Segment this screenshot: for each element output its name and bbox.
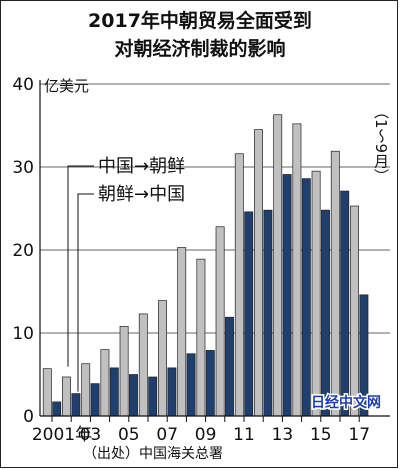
y-tick-20: 20 [12, 241, 34, 261]
y-tick-0: 0 [23, 407, 34, 427]
bar-nk-to-china-2016 [340, 190, 350, 417]
bar-nk-to-china-2001 [52, 401, 62, 417]
bar-china-to-nk-2007 [158, 300, 167, 417]
source-note: （出处）中国海关总署 [83, 446, 223, 462]
bar-china-to-nk-2003 [81, 363, 91, 417]
bar-nk-to-china-2012 [263, 209, 273, 417]
bar-china-to-nk-2015 [311, 170, 321, 417]
bar-china-to-nk-2016 [330, 150, 340, 417]
period-note: （1～9月） [372, 104, 390, 183]
bar-nk-to-china-2002 [71, 393, 81, 417]
bar-china-to-nk-2009 [196, 258, 206, 417]
legend-label-1: 朝鲜→中国 [98, 184, 185, 205]
bar-china-to-nk-2011 [234, 153, 244, 417]
bar-china-to-nk-2002 [62, 376, 71, 417]
bar-china-to-nk-2012 [254, 129, 263, 417]
x-tick-label-0: 2001年 [32, 425, 92, 445]
bar-nk-to-china-2014 [301, 178, 311, 417]
y-tick-40: 40 [12, 75, 34, 95]
bar-nk-to-china-2004 [109, 367, 119, 417]
x-tick-label-7: 15 [310, 425, 332, 445]
bar-china-to-nk-2005 [119, 326, 129, 417]
bar-nk-to-china-2009 [205, 350, 215, 417]
bar-nk-to-china-2007 [167, 367, 177, 417]
bar-china-to-nk-2004 [100, 349, 110, 417]
watermark: 日经中文网 [311, 394, 381, 411]
legend-leader-1 [77, 193, 94, 392]
bar-nk-to-china-2008 [186, 353, 196, 417]
x-tick-label-3: 07 [156, 425, 178, 445]
bar-nk-to-china-2015 [321, 209, 330, 417]
x-tick-label-4: 09 [195, 425, 217, 445]
bar-china-to-nk-2013 [273, 114, 283, 417]
x-tick-label-2: 05 [118, 425, 140, 445]
x-tick-label-5: 11 [233, 425, 255, 445]
bar-nk-to-china-2003 [90, 383, 100, 417]
y-tick-10: 10 [12, 324, 34, 344]
x-tick-label-6: 13 [272, 425, 294, 445]
bars [42, 114, 369, 417]
y-tick-30: 30 [12, 158, 34, 178]
bar-nk-to-china-2010 [225, 316, 234, 417]
x-tick-label-1: 03 [80, 425, 102, 445]
x-tick-label-8: 17 [348, 425, 370, 445]
bar-nk-to-china-2005 [129, 374, 138, 417]
bar-china-to-nk-2006 [138, 313, 148, 417]
bar-china-to-nk-2014 [292, 123, 302, 417]
bar-nk-to-china-2013 [282, 174, 292, 417]
bar-china-to-nk-2010 [215, 226, 225, 417]
chart-title-line-1: 2017年中朝贸易全面受到 [88, 9, 312, 32]
chart-title-line-2: 对朝经济制裁的影响 [114, 37, 285, 60]
legend-label-0: 中国→朝鲜 [98, 156, 185, 177]
unit-label: 亿美元 [44, 77, 89, 95]
bar-china-to-nk-2008 [177, 247, 187, 417]
legend-leader-0 [67, 165, 94, 367]
bar-nk-to-china-2006 [148, 376, 158, 417]
bar-china-to-nk-2001 [42, 368, 52, 417]
bar-china-to-nk-2017 [350, 205, 359, 417]
bar-nk-to-china-2011 [244, 211, 254, 417]
